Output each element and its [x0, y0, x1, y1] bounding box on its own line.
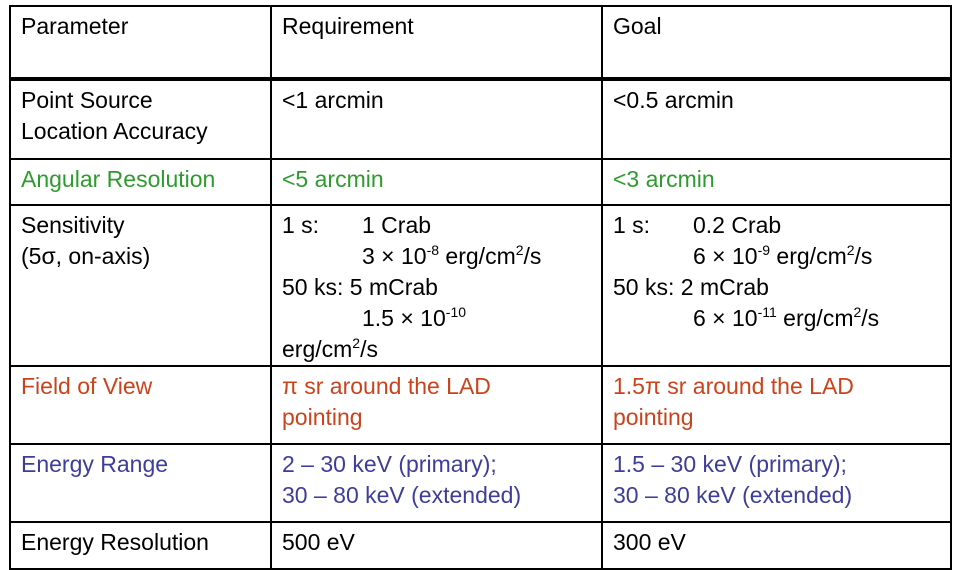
- parameter-line: Location Accuracy: [21, 118, 208, 144]
- flux-mantissa: 6 × 10: [693, 243, 758, 269]
- header-parameter: Parameter: [9, 5, 272, 81]
- sensitivity-line: 6 × 10-9 erg/cm2/s: [613, 241, 941, 272]
- sensitivity-line: 3 × 10-8 erg/cm2/s: [282, 241, 592, 272]
- sensitivity-line: erg/cm2/s: [282, 334, 592, 364]
- sensitivity-line: 1 s: 0.2 Crab: [613, 210, 941, 241]
- cell-parameter: Sensitivity (5σ, on-axis): [9, 204, 272, 367]
- value-line: pointing: [282, 404, 363, 430]
- row-point-source-location-accuracy: Point Source Location Accuracy <1 arcmin…: [9, 78, 952, 160]
- unit-exponent: 2: [846, 242, 855, 258]
- cell-requirement: 1 s: 1 Crab 3 × 10-8 erg/cm2/s 50 ks: 5 m…: [270, 204, 603, 367]
- flux-unit: erg/cm: [770, 243, 847, 269]
- row-field-of-view: Field of View π sr around the LAD pointi…: [9, 365, 952, 445]
- flux-value: 1 Crab: [362, 212, 432, 238]
- row-energy-resolution: Energy Resolution 500 eV 300 eV: [9, 521, 952, 570]
- unit-exponent: 2: [352, 335, 361, 351]
- flux-unit-tail: /s: [360, 336, 378, 362]
- value-line: 1.5 – 30 keV (primary);: [613, 451, 847, 477]
- flux-mantissa: 6 × 10: [693, 305, 758, 331]
- header-row: Parameter Requirement Goal: [9, 5, 952, 81]
- requirements-table: Parameter Requirement Goal Point Source …: [9, 5, 952, 570]
- flux-unit: erg/cm: [439, 243, 516, 269]
- cell-parameter: Energy Resolution: [9, 521, 272, 570]
- sensitivity-line: 1 s: 1 Crab: [282, 210, 592, 241]
- sensitivity-line: 50 ks: 2 mCrab: [613, 272, 941, 303]
- flux-unit-tail: /s: [854, 243, 873, 269]
- value-line: π sr around the LAD: [282, 373, 491, 399]
- row-sensitivity: Sensitivity (5σ, on-axis) 1 s: 1 Crab 3 ×…: [9, 204, 952, 367]
- value-line: 2 – 30 keV (primary);: [282, 451, 497, 477]
- unit-exponent: 2: [515, 242, 524, 258]
- header-goal: Goal: [601, 5, 952, 81]
- cell-goal: 300 eV: [601, 521, 952, 570]
- cell-goal: 1.5π sr around the LAD pointing: [601, 365, 952, 445]
- flux-exponent: -10: [445, 304, 467, 320]
- flux-value: 2 mCrab: [680, 274, 769, 300]
- parameter-line: Point Source: [21, 87, 153, 113]
- exposure-key: 50 ks:: [282, 274, 344, 300]
- sensitivity-line: 50 ks: 5 mCrab: [282, 272, 592, 303]
- cell-goal: <0.5 arcmin: [601, 78, 952, 160]
- cell-goal: 1 s: 0.2 Crab 6 × 10-9 erg/cm2/s 50 ks: 2…: [601, 204, 952, 367]
- flux-exponent: -11: [757, 304, 777, 320]
- cell-parameter: Point Source Location Accuracy: [9, 78, 272, 160]
- unit-exponent: 2: [853, 304, 862, 320]
- cell-goal: 1.5 – 30 keV (primary); 30 – 80 keV (ext…: [601, 443, 952, 523]
- parameter-line: Sensitivity: [21, 212, 125, 238]
- cell-goal: <3 arcmin: [601, 158, 952, 206]
- exposure-key: 50 ks:: [613, 274, 675, 300]
- sensitivity-line: 1.5 × 10-10: [282, 303, 592, 334]
- row-energy-range: Energy Range 2 – 30 keV (primary); 30 – …: [9, 443, 952, 523]
- value-line: pointing: [613, 404, 694, 430]
- sensitivity-line: 6 × 10-11 erg/cm2/s: [613, 303, 941, 334]
- flux-mantissa: 3 × 10: [362, 243, 427, 269]
- flux-exponent: -9: [757, 242, 771, 258]
- cell-requirement: <5 arcmin: [270, 158, 603, 206]
- cell-parameter: Energy Range: [9, 443, 272, 523]
- header-requirement: Requirement: [270, 5, 603, 81]
- cell-requirement: 2 – 30 keV (primary); 30 – 80 keV (exten…: [270, 443, 603, 523]
- flux-unit: erg/cm: [282, 336, 353, 362]
- cell-requirement: π sr around the LAD pointing: [270, 365, 603, 445]
- cell-parameter: Field of View: [9, 365, 272, 445]
- flux-value: 0.2 Crab: [693, 212, 782, 238]
- parameter-line: (5σ, on-axis): [21, 243, 151, 269]
- value-line: 30 – 80 keV (extended): [282, 482, 522, 508]
- cell-parameter: Angular Resolution: [9, 158, 272, 206]
- value-line: 30 – 80 keV (extended): [613, 482, 853, 508]
- flux-unit: erg/cm: [776, 305, 854, 331]
- flux-exponent: -8: [426, 242, 440, 258]
- row-angular-resolution: Angular Resolution <5 arcmin <3 arcmin: [9, 158, 952, 206]
- flux-value: 5 mCrab: [349, 274, 438, 300]
- flux-mantissa: 1.5 × 10: [362, 305, 446, 331]
- flux-unit-tail: /s: [861, 305, 880, 331]
- flux-unit-tail: /s: [523, 243, 542, 269]
- cell-requirement: <1 arcmin: [270, 78, 603, 160]
- cell-requirement: 500 eV: [270, 521, 603, 570]
- value-line: 1.5π sr around the LAD: [613, 373, 854, 399]
- exposure-key: 1 s:: [282, 212, 320, 238]
- exposure-key: 1 s:: [613, 212, 651, 238]
